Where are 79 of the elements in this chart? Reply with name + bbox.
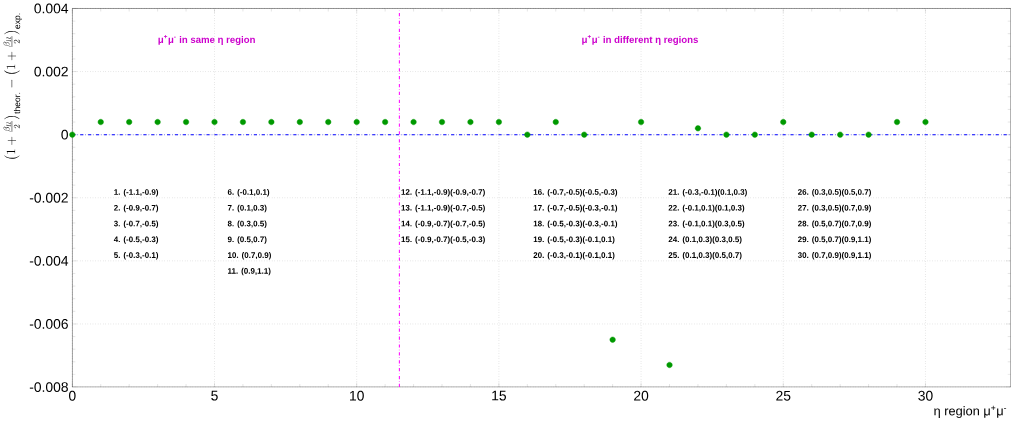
annotation: 15. (-0.9,-0.7)(-0.5,-0.3): [401, 236, 485, 244]
annotation: 22. (-0.1,0.1)(0.1,0.3): [668, 205, 745, 213]
annotation: 17. (-0.7,-0.5)(-0.3,-0.1): [533, 205, 618, 213]
x-tick-label: 0: [68, 391, 76, 401]
point: [552, 119, 559, 126]
annotation: 13. (-1.1,-0.9)(-0.7,-0.5): [401, 205, 485, 213]
y-tick-label: 0: [61, 129, 68, 140]
point: [780, 119, 787, 126]
point: [410, 119, 417, 126]
point: [808, 131, 815, 138]
point: [581, 131, 588, 138]
y-tick-label: 0.004: [34, 3, 69, 14]
point: [638, 119, 645, 126]
annotation: 30. (0.7,0.9)(0.9,1.1): [797, 252, 871, 260]
annotation: 12. (-1.1,-0.9)(-0.9,-0.7): [401, 189, 485, 197]
point: [325, 119, 332, 126]
point: [894, 119, 901, 126]
point: [865, 131, 872, 138]
annotation: 9. (0.5,0.7): [227, 236, 267, 244]
point: [382, 119, 389, 126]
y-tick-label: -0.004: [29, 256, 69, 266]
annotation: 14. (-0.9,-0.7)(-0.7,-0.5): [401, 220, 485, 229]
annotation: 2. (-0.9,-0.7): [114, 205, 159, 213]
point: [353, 119, 360, 126]
point: [467, 119, 474, 126]
point: [183, 119, 190, 126]
annotation: 1. (-1.1,-0.9): [114, 189, 159, 197]
annotation: 27. (0.3,0.5)(0.7,0.9): [797, 205, 871, 213]
point: [126, 119, 133, 126]
point: [495, 119, 502, 126]
annotation: 21. (-0.3,-0.1)(0.1,0.3): [668, 189, 747, 197]
annotation: 19. (-0.5,-0.3)(-0.1,0.1): [533, 236, 615, 244]
point: [723, 131, 730, 138]
point: [524, 131, 531, 138]
point: [837, 131, 844, 138]
x-tick-label: 30: [918, 391, 933, 401]
annotation: 7. (0.1,0.3): [227, 205, 267, 213]
point: [439, 119, 445, 126]
annotation: μ$^{+}$μ$^{-}$ in same η region: [158, 35, 255, 46]
point: [609, 336, 616, 343]
annotation: 3. (-0.7,-0.5): [113, 220, 159, 229]
annotation: 24. (0.1,0.3)(0.3,0.5): [668, 236, 742, 244]
annotation: 5. (-0.3,-0.1): [114, 252, 159, 260]
y-tick-label: 0.002: [34, 66, 68, 77]
annotation: 11. (0.9,1.1): [228, 268, 271, 276]
point: [239, 119, 246, 126]
annotation: 29. (0.5,0.7)(0.9,1.1): [797, 236, 871, 244]
annotation: 16. (-0.7,-0.5)(-0.5,-0.3): [533, 189, 618, 197]
point: [154, 119, 161, 126]
x-axis-title: η region μ$^{+}$μ$^{-}$: [934, 405, 1007, 419]
annotation: 8. (0.3,0.5): [227, 220, 267, 229]
x-tick-label: 10: [350, 391, 364, 401]
x-tick-label: 15: [492, 391, 507, 401]
annotation: 6. (-0.1,0.1): [227, 189, 270, 197]
point: [69, 131, 76, 138]
annotation: 25. (0.1,0.3)(0.5,0.7): [668, 252, 742, 260]
point: [296, 119, 303, 126]
annotation: 20. (-0.3,-0.1)(-0.1,0.1): [533, 252, 615, 260]
x-tick-label: 20: [634, 391, 649, 401]
point: [268, 119, 275, 126]
point: [666, 362, 673, 369]
x-tick-label: 5: [211, 391, 218, 401]
y-tick-label: -0.008: [29, 382, 68, 393]
y-tick-label: -0.006: [29, 319, 68, 330]
point: [751, 131, 758, 138]
annotation: 4. (-0.5,-0.3): [113, 236, 159, 244]
annotation: 28. (0.5,0.7)(0.7,0.9): [797, 220, 871, 229]
annotation: μ$^{+}$μ$^{-}$ in different η regions: [582, 35, 698, 46]
point: [97, 119, 104, 126]
annotation: 10. (0.7,0.9): [228, 252, 271, 260]
x-tick-label: 25: [776, 391, 791, 401]
y-tick-label: -0.002: [29, 193, 68, 203]
annotation: 23. (-0.1,0.1)(0.3,0.5): [668, 220, 745, 229]
point: [211, 119, 218, 126]
annotation: 26. (0.3,0.5)(0.5,0.7): [797, 189, 871, 197]
y-axis-title: $\left(1+\frac{\beta_{ll}}{2}\right)_{\mathrm{theor.}} - \left(1+\frac{\beta_{ll}}{2}\right)_{\mathrm{exp.}}$: [3, 13, 22, 159]
annotation: 18. (-0.5,-0.3)(-0.3,-0.1): [533, 220, 618, 229]
point: [922, 119, 929, 126]
point: [694, 125, 701, 132]
